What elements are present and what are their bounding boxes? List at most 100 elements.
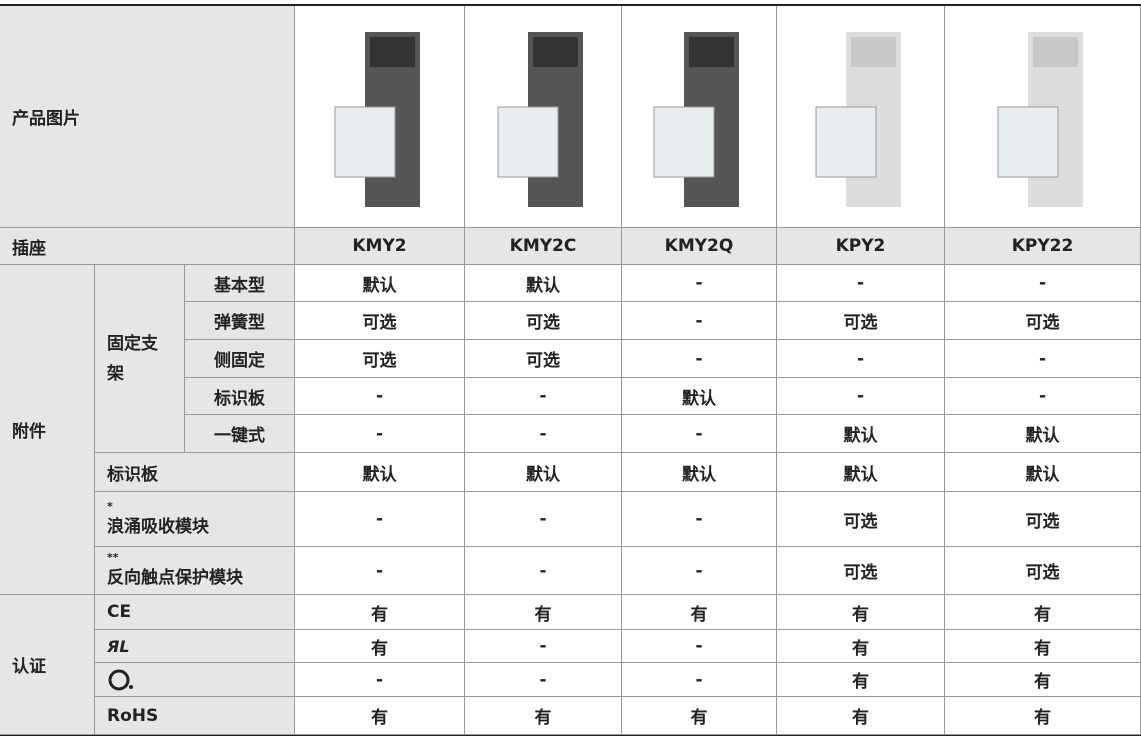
socket-model: KMY2 [295,228,465,265]
cell-value: 有 [777,595,945,630]
cert-label: 认证 [0,595,95,735]
cell-value: 有 [777,697,945,735]
cell-value: 有 [945,595,1141,630]
svg-text:ЯL: ЯL [107,637,130,656]
cell-value: 有 [777,630,945,663]
footnote-mark: ** [107,551,119,564]
row-label: ** 反向触点保护模块 [95,547,295,595]
cell-value: - [945,340,1141,378]
cell-value: 有 [945,630,1141,663]
socket-label: 插座 [0,228,295,265]
cell-value: - [465,630,622,663]
cell-value: - [622,492,777,547]
cell-value: 默认 [465,265,622,302]
cell-value: 可选 [777,492,945,547]
relay-image [997,31,1083,207]
cell-value: - [622,265,777,302]
cell-value: - [622,415,777,453]
socket-model: KMY2C [465,228,622,265]
cell-value: 可选 [295,340,465,378]
label-text: 浪涌吸收模块 [107,516,209,537]
cell-value: - [465,415,622,453]
cell-value: - [295,415,465,453]
cell-value: 可选 [465,340,622,378]
cert-logo: CE [95,595,295,630]
row-label: 一键式 [185,415,295,453]
row-label: 弹簧型 [185,302,295,340]
bottom-rule [0,735,1141,736]
cell-value: - [622,630,777,663]
product-image [777,6,945,228]
row-label: 标识板 [185,378,295,415]
cell-value: 有 [945,663,1141,697]
product-image [465,6,622,228]
socket-model: KPY2 [777,228,945,265]
cell-value: 有 [622,595,777,630]
socket-model: KPY22 [945,228,1141,265]
cell-value: - [622,340,777,378]
cell-value: - [945,265,1141,302]
cell-value: 默认 [945,453,1141,492]
socket-model: KMY2Q [622,228,777,265]
cell-value: 有 [295,630,465,663]
cell-value: 默认 [465,453,622,492]
cell-value: 默认 [777,415,945,453]
cell-value: 有 [777,663,945,697]
header-title: 产品图片 [0,6,295,228]
cell-value: - [777,340,945,378]
cell-value: 默认 [295,453,465,492]
cell-value: - [622,302,777,340]
cert-logo: RoHS [95,697,295,735]
cell-value: 可选 [777,302,945,340]
cell-value: - [945,378,1141,415]
cell-value: - [777,378,945,415]
cell-value: 可选 [945,547,1141,595]
label-text: 反向触点保护模块 [107,568,243,588]
cell-value: 有 [295,697,465,735]
cert-logo-icon: ЯL [107,637,130,656]
cell-value: 有 [295,595,465,630]
cell-value: 默认 [295,265,465,302]
cell-value: 可选 [945,492,1141,547]
cell-value: - [622,547,777,595]
cell-value: 可选 [295,302,465,340]
relay-image [334,31,420,207]
cell-value: 默认 [622,453,777,492]
row-label: 基本型 [185,265,295,302]
cell-value: 有 [622,697,777,735]
relay-image [653,31,739,207]
cell-value: - [295,378,465,415]
relay-image [815,31,901,207]
row-label: 标识板 [95,453,295,492]
cell-value: 可选 [945,302,1141,340]
cell-value: 默认 [622,378,777,415]
row-label: 侧固定 [185,340,295,378]
cell-value: - [295,663,465,697]
product-image [295,6,465,228]
footnote-mark: * [107,499,113,513]
cell-value: - [465,663,622,697]
bracket-label: 固定支架 [95,265,185,453]
cell-value: - [465,378,622,415]
label-text: 标识板 [107,464,158,485]
relay-image [497,31,583,207]
cell-value: 可选 [465,302,622,340]
row-label: * 浪涌吸收模块 [95,492,295,547]
cell-value: 有 [465,595,622,630]
product-image [945,6,1141,228]
top-rule [0,4,1141,6]
cell-value: - [295,492,465,547]
cell-value: 有 [465,697,622,735]
cell-value: - [622,663,777,697]
cert-logo-icon [108,669,133,690]
cell-value: - [465,547,622,595]
product-image [622,6,777,228]
cell-value: 默认 [777,453,945,492]
accessories-label: 附件 [0,265,95,595]
cell-value: 可选 [777,547,945,595]
cell-value: - [777,265,945,302]
cell-value: 有 [945,697,1141,735]
cell-value: 默认 [945,415,1141,453]
cert-logo [95,663,295,697]
